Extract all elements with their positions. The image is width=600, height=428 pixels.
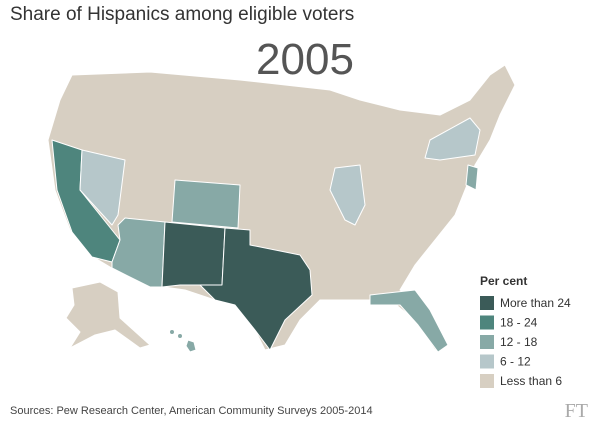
arizona — [111, 217, 166, 288]
new-york — [424, 117, 481, 161]
new-jersey — [465, 164, 479, 191]
nevada — [79, 149, 126, 226]
legend-label: Less than 6 — [500, 374, 562, 388]
legend-swatch — [480, 315, 494, 330]
colorado — [171, 179, 241, 229]
year: 2005 — [256, 35, 354, 84]
legend-label: More than 24 — [500, 296, 571, 310]
legend-swatch — [480, 296, 494, 310]
new-mexico — [161, 221, 226, 288]
legend-label: 18 - 24 — [500, 316, 538, 330]
legend-swatch — [480, 374, 494, 388]
source: Sources: Pew Research Center, American C… — [10, 405, 373, 417]
legend-swatch — [480, 335, 494, 349]
hawaii — [185, 339, 197, 353]
legend: Per cent More than 24 18 - 24 12 - 18 6 - 1… — [480, 274, 571, 388]
legend-label: 12 - 18 — [500, 335, 538, 349]
legend-title: Per cent — [480, 274, 527, 288]
alaska — [65, 281, 151, 349]
logo: FT — [565, 400, 588, 422]
legend-label: 6 - 12 — [500, 355, 531, 369]
legend-swatch — [480, 354, 494, 369]
map — [47, 64, 516, 353]
hawaii-island — [169, 329, 175, 335]
title: Share of Hispanics among eligible voters — [10, 4, 354, 25]
hawaii-island — [177, 333, 183, 339]
florida — [369, 289, 449, 353]
texas — [199, 227, 313, 351]
illinois — [329, 164, 366, 226]
